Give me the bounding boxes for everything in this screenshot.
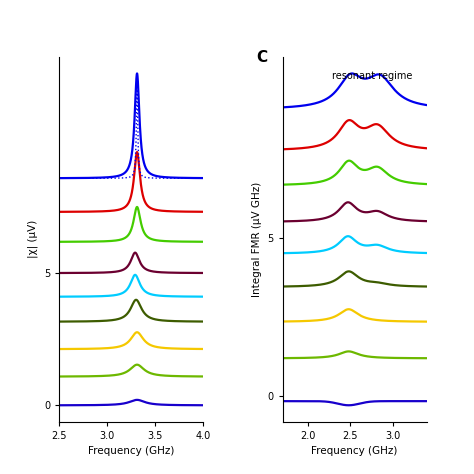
Text: C: C (256, 50, 268, 64)
X-axis label: Frequency (GHz): Frequency (GHz) (88, 447, 174, 456)
X-axis label: Frequency (GHz): Frequency (GHz) (311, 447, 398, 456)
Y-axis label: |χ| (µV): |χ| (µV) (28, 220, 38, 258)
Y-axis label: Integral FMR (µV GHz): Integral FMR (µV GHz) (252, 182, 262, 297)
Text: resonant regime: resonant regime (332, 72, 412, 82)
